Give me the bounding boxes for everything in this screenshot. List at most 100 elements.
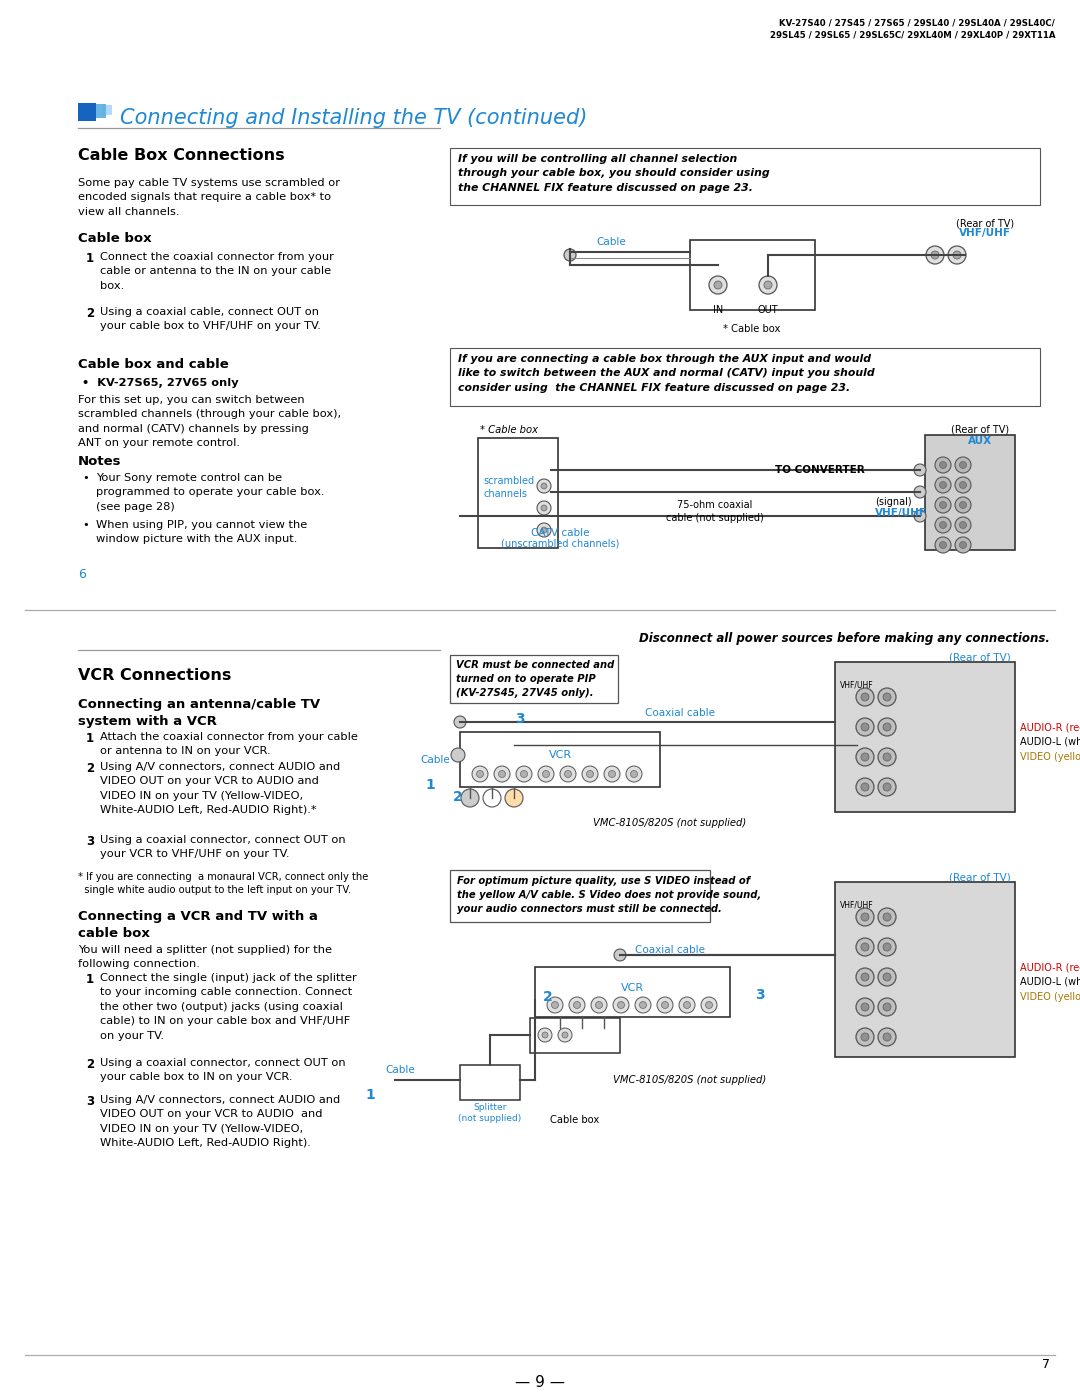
- Text: Using A/V connectors, connect AUDIO and
VIDEO OUT on your VCR to AUDIO and
VIDEO: Using A/V connectors, connect AUDIO and …: [100, 761, 340, 816]
- Circle shape: [613, 997, 629, 1013]
- Circle shape: [883, 724, 891, 731]
- Text: VIDEO (yellow): VIDEO (yellow): [1020, 992, 1080, 1002]
- Circle shape: [959, 482, 967, 489]
- Circle shape: [878, 718, 896, 736]
- Text: 3: 3: [515, 712, 525, 726]
- Text: Notes: Notes: [78, 455, 121, 468]
- Circle shape: [955, 517, 971, 534]
- Text: Connecting and Installing the TV (continued): Connecting and Installing the TV (contin…: [120, 108, 588, 129]
- Text: Cable: Cable: [420, 754, 450, 766]
- Circle shape: [878, 908, 896, 926]
- Circle shape: [856, 908, 874, 926]
- Bar: [835, 882, 1015, 1058]
- Text: Using a coaxial connector, connect OUT on
your cable box to IN on your VCR.: Using a coaxial connector, connect OUT o…: [100, 1058, 346, 1083]
- Text: — 9 —: — 9 —: [515, 1375, 565, 1390]
- Circle shape: [878, 968, 896, 986]
- Text: 29SL45 / 29SL65 / 29SL65C/ 29XL40M / 29XL40P / 29XT11A: 29SL45 / 29SL65 / 29SL65C/ 29XL40M / 29X…: [769, 29, 1055, 39]
- Circle shape: [878, 747, 896, 766]
- Circle shape: [935, 457, 951, 474]
- Text: AUDIO-R (red): AUDIO-R (red): [1020, 963, 1080, 972]
- Circle shape: [861, 1032, 869, 1041]
- Text: 2: 2: [454, 789, 463, 805]
- Text: VCR Connections: VCR Connections: [78, 668, 231, 683]
- Bar: [450, 655, 618, 703]
- Bar: [535, 967, 730, 1017]
- Text: 1: 1: [86, 972, 94, 986]
- Text: 2: 2: [86, 307, 94, 320]
- Circle shape: [701, 997, 717, 1013]
- Text: 7: 7: [1042, 1358, 1050, 1370]
- Text: Some pay cable TV systems use scrambled or
encoded signals that require a cable : Some pay cable TV systems use scrambled …: [78, 177, 340, 217]
- Circle shape: [521, 771, 527, 778]
- Text: Cable box and cable: Cable box and cable: [78, 358, 229, 372]
- Circle shape: [759, 277, 777, 293]
- Text: For optimum picture quality, use S VIDEO instead of
the yellow A/V cable. S Vide: For optimum picture quality, use S VIDEO…: [457, 876, 761, 914]
- Circle shape: [878, 1028, 896, 1046]
- Circle shape: [861, 943, 869, 951]
- Circle shape: [935, 517, 951, 534]
- Circle shape: [959, 502, 967, 509]
- Text: OUT: OUT: [758, 305, 779, 314]
- Circle shape: [940, 521, 946, 528]
- Text: 75-ohm coaxial
cable (not supplied): 75-ohm coaxial cable (not supplied): [666, 500, 764, 524]
- Circle shape: [878, 778, 896, 796]
- Circle shape: [461, 789, 480, 807]
- Text: Cable: Cable: [384, 1065, 415, 1076]
- Text: 6: 6: [78, 569, 86, 581]
- Text: 3: 3: [86, 835, 94, 848]
- Circle shape: [451, 747, 465, 761]
- Text: You will need a splitter (not supplied) for the
following connection.: You will need a splitter (not supplied) …: [78, 944, 332, 970]
- Text: VHF/UHF: VHF/UHF: [959, 228, 1011, 237]
- Text: When using PIP, you cannot view the
window picture with the AUX input.: When using PIP, you cannot view the wind…: [96, 520, 307, 545]
- Circle shape: [883, 782, 891, 791]
- Circle shape: [955, 476, 971, 493]
- Circle shape: [861, 753, 869, 761]
- Circle shape: [764, 281, 772, 289]
- Circle shape: [856, 778, 874, 796]
- Circle shape: [914, 510, 926, 522]
- Circle shape: [883, 1032, 891, 1041]
- Text: If you are connecting a cable box through the AUX input and would
like to switch: If you are connecting a cable box throug…: [458, 353, 875, 393]
- Text: 3: 3: [86, 1095, 94, 1108]
- Circle shape: [861, 972, 869, 981]
- Circle shape: [940, 461, 946, 468]
- Text: 2: 2: [86, 1058, 94, 1071]
- Circle shape: [861, 782, 869, 791]
- Text: Cable: Cable: [596, 237, 625, 247]
- Text: 2: 2: [543, 990, 553, 1004]
- Circle shape: [935, 497, 951, 513]
- Text: Connect the coaxial connector from your
cable or antenna to the IN on your cable: Connect the coaxial connector from your …: [100, 251, 334, 291]
- Text: Connect the single (input) jack of the splitter
to your incoming cable connectio: Connect the single (input) jack of the s…: [100, 972, 356, 1041]
- Text: Using a coaxial connector, connect OUT on
your VCR to VHF/UHF on your TV.: Using a coaxial connector, connect OUT o…: [100, 835, 346, 859]
- Text: (Rear of TV): (Rear of TV): [950, 425, 1009, 434]
- Circle shape: [861, 724, 869, 731]
- Circle shape: [856, 997, 874, 1016]
- Circle shape: [856, 747, 874, 766]
- Circle shape: [608, 771, 616, 778]
- Text: KV-27S40 / 27S45 / 27S65 / 29SL40 / 29SL40A / 29SL40C/: KV-27S40 / 27S45 / 27S65 / 29SL40 / 29SL…: [780, 18, 1055, 27]
- Text: 1: 1: [86, 732, 94, 745]
- Text: Cable box: Cable box: [78, 232, 151, 244]
- Bar: [92, 103, 106, 117]
- Text: VMC-810S/820S (not supplied): VMC-810S/820S (not supplied): [593, 819, 746, 828]
- Bar: [78, 103, 96, 122]
- Bar: [450, 148, 1040, 205]
- Text: Disconnect all power sources before making any connections.: Disconnect all power sources before maki…: [639, 631, 1050, 645]
- Circle shape: [615, 949, 626, 961]
- Text: Your Sony remote control can be
programmed to operate your cable box.
(see page : Your Sony remote control can be programm…: [96, 474, 324, 511]
- Text: VMC-810S/820S (not supplied): VMC-810S/820S (not supplied): [613, 1076, 767, 1085]
- Circle shape: [856, 937, 874, 956]
- Text: VHF/UHF: VHF/UHF: [840, 900, 874, 909]
- Circle shape: [494, 766, 510, 782]
- Circle shape: [914, 486, 926, 497]
- Bar: [102, 105, 112, 115]
- Circle shape: [476, 771, 484, 778]
- Circle shape: [542, 1032, 548, 1038]
- Circle shape: [472, 766, 488, 782]
- Circle shape: [935, 536, 951, 553]
- Text: 1: 1: [86, 251, 94, 265]
- Text: 1: 1: [426, 778, 435, 792]
- Text: Coaxial cable: Coaxial cable: [635, 944, 705, 956]
- Circle shape: [856, 687, 874, 705]
- Circle shape: [564, 249, 576, 261]
